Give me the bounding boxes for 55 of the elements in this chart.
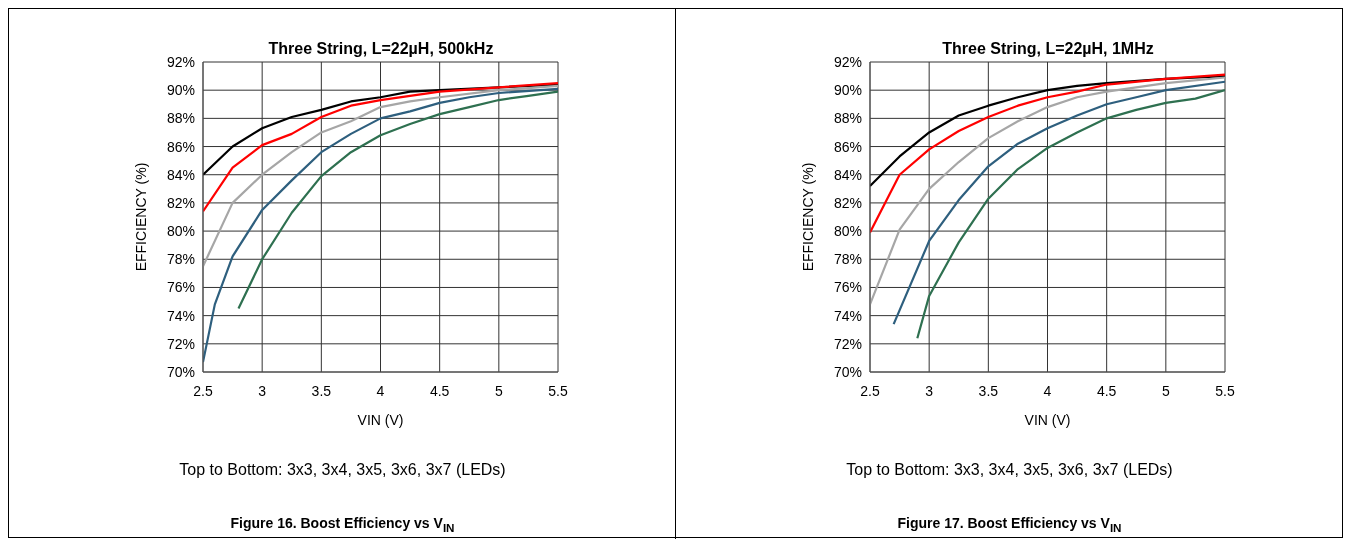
- y-tick-label: 72%: [166, 335, 195, 352]
- chart-title: Three String, L=22µH, 1MHz: [941, 40, 1155, 58]
- y-tick-label: 88%: [166, 110, 195, 127]
- x-tick-label: 2.5: [193, 382, 213, 399]
- x-tick-label: 5.5: [1215, 382, 1235, 399]
- x-tick-label: 5: [1161, 382, 1170, 399]
- x-tick-label: 2.5: [860, 382, 880, 399]
- y-tick-label: 78%: [166, 251, 195, 268]
- line-series: [870, 74, 1225, 188]
- x-tick-label: 5.5: [548, 382, 568, 399]
- y-tick-label: 70%: [833, 363, 862, 380]
- line-series: [203, 84, 558, 268]
- x-axis-title: VIN (V): [357, 412, 404, 428]
- x-tick-label: 3.5: [978, 382, 999, 399]
- text: Top to Bottom: 3x3, 3x4, 3x5, 3x6, 3x7 (LEDs): [845, 461, 1174, 479]
- y-axis-title: EFFICIENCY (%): [799, 162, 816, 272]
- line-series: [203, 82, 558, 213]
- y-tick-label: 74%: [166, 307, 195, 324]
- y-tick-label: 72%: [833, 335, 862, 352]
- x-tick-label: 3: [925, 382, 934, 399]
- y-tick-label: 70%: [166, 363, 195, 380]
- line-series: [916, 89, 1225, 340]
- y-tick-label: 86%: [833, 138, 862, 155]
- y-tick-label: 82%: [833, 194, 862, 211]
- line-series: [237, 90, 558, 310]
- y-tick-label: 90%: [166, 82, 195, 99]
- y-tick-label: 80%: [833, 223, 862, 240]
- x-tick-label: 4.5: [429, 382, 450, 399]
- y-axis-title: EFFICIENCY (%): [132, 162, 149, 272]
- x-tick-label: 4: [1043, 382, 1052, 399]
- y-tick-label: 84%: [166, 166, 195, 183]
- y-tick-label: 82%: [166, 194, 195, 211]
- y-tick-label: 78%: [833, 251, 862, 268]
- y-tick-label: 84%: [833, 166, 862, 183]
- y-tick-label: 92%: [833, 53, 862, 70]
- line-series: [203, 83, 558, 176]
- caption: Figure 17. Boost Efficiency vs V$_{IN}$: [896, 515, 1123, 534]
- caption: Figure 16. Boost Efficiency vs V$_{IN}$: [229, 515, 456, 534]
- y-tick-label: 88%: [833, 110, 862, 127]
- y-tick-label: 76%: [833, 279, 862, 296]
- y-tick-label: 86%: [166, 138, 195, 155]
- text: Top to Bottom: 3x3, 3x4, 3x5, 3x6, 3x7 (LEDs): [178, 461, 507, 479]
- chart-title: Three String, L=22µH, 500kHz: [267, 40, 495, 58]
- x-tick-label: 3: [258, 382, 267, 399]
- x-tick-label: 4: [376, 382, 385, 399]
- x-tick-label: 4.5: [1096, 382, 1117, 399]
- y-tick-label: 90%: [833, 82, 862, 99]
- x-axis-title: VIN (V): [1024, 412, 1071, 428]
- y-tick-label: 92%: [166, 53, 195, 70]
- x-tick-label: 5: [494, 382, 503, 399]
- y-tick-label: 76%: [166, 279, 195, 296]
- x-tick-label: 3.5: [311, 382, 332, 399]
- line-series: [870, 73, 1225, 234]
- y-tick-label: 74%: [833, 307, 862, 324]
- y-tick-label: 80%: [166, 223, 195, 240]
